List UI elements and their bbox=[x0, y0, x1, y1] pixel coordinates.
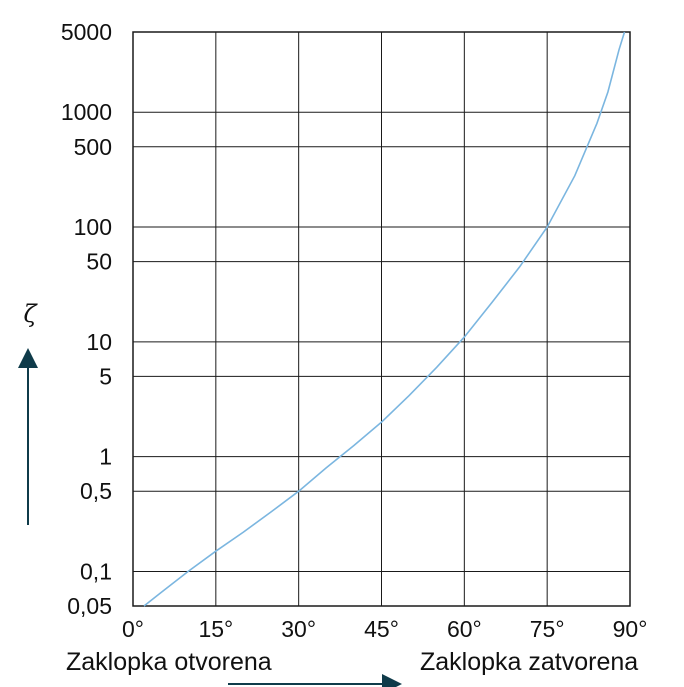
y-tick-label: 1000 bbox=[61, 99, 112, 125]
y-tick-label: 50 bbox=[86, 249, 112, 275]
axes bbox=[132, 31, 631, 607]
tick-labels: 0° 15° 30° 45° 60° 75° 90° 5000 1000 500 100 50 10 5 1… bbox=[61, 19, 648, 642]
x-tick-label: 30° bbox=[281, 616, 316, 642]
y-tick-label: 10 bbox=[86, 329, 112, 355]
grid bbox=[132, 31, 631, 607]
y-tick-label: 5000 bbox=[61, 19, 112, 45]
x-tick-label: 0° bbox=[122, 616, 144, 642]
y-tick-label: 0,05 bbox=[67, 593, 112, 619]
x-tick-label: 45° bbox=[364, 616, 399, 642]
y-tick-label: 0,1 bbox=[80, 558, 112, 584]
x-tick-label: 75° bbox=[530, 616, 565, 642]
y-tick-label: 100 bbox=[74, 214, 112, 240]
x-tick-label: 15° bbox=[198, 616, 233, 642]
x-label-right: Zaklopka zatvorena bbox=[420, 648, 638, 676]
x-tick-label: 90° bbox=[613, 616, 648, 642]
y-tick-label: 500 bbox=[74, 134, 112, 160]
x-label-left: Zaklopka otvorena bbox=[66, 648, 272, 676]
y-tick-label: 0,5 bbox=[80, 478, 112, 504]
y-tick-label: 1 bbox=[99, 444, 112, 470]
series bbox=[143, 31, 626, 607]
plot-frame bbox=[132, 31, 631, 607]
y-tick-label: 5 bbox=[99, 363, 112, 389]
x-tick-label: 60° bbox=[447, 616, 482, 642]
series-line bbox=[143, 31, 626, 607]
y-axis-label: ζ bbox=[23, 300, 38, 328]
